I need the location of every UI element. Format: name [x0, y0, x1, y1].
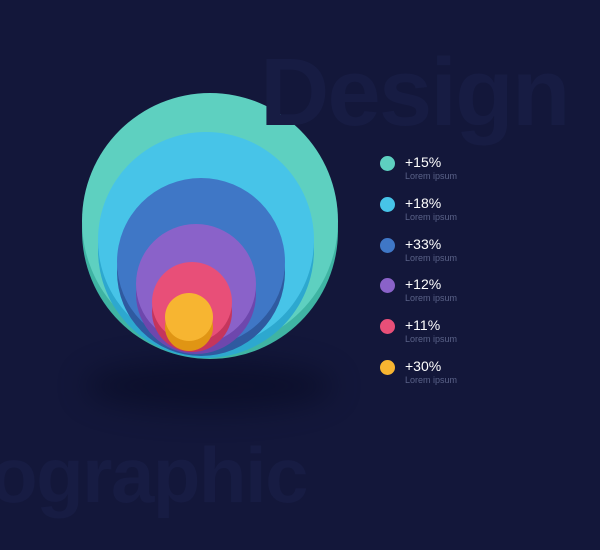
legend-sub-5: Lorem ipsum	[405, 375, 457, 386]
legend-item-5: +30% Lorem ipsum	[380, 359, 457, 386]
legend-value-2: +33%	[405, 237, 457, 251]
legend-swatch-5	[380, 360, 395, 375]
legend-sub-0: Lorem ipsum	[405, 171, 457, 182]
legend-item-1: +18% Lorem ipsum	[380, 196, 457, 223]
legend-text-4: +11% Lorem ipsum	[405, 318, 457, 345]
legend-item-0: +15% Lorem ipsum	[380, 155, 457, 182]
legend-value-4: +11%	[405, 318, 457, 332]
legend-swatch-0	[380, 156, 395, 171]
legend-text-3: +12% Lorem ipsum	[405, 277, 457, 304]
legend-text-1: +18% Lorem ipsum	[405, 196, 457, 223]
legend-text-2: +33% Lorem ipsum	[405, 237, 457, 264]
legend-value-0: +15%	[405, 155, 457, 169]
legend-text-0: +15% Lorem ipsum	[405, 155, 457, 182]
legend-swatch-1	[380, 197, 395, 212]
legend-swatch-4	[380, 319, 395, 334]
disc-shadow	[84, 360, 334, 412]
bg-word-0: Design	[260, 38, 569, 148]
legend-item-2: +33% Lorem ipsum	[380, 237, 457, 264]
nested-disc-chart	[100, 135, 360, 395]
legend-swatch-3	[380, 278, 395, 293]
disc-top-5	[165, 293, 213, 341]
legend-sub-1: Lorem ipsum	[405, 212, 457, 223]
legend-value-3: +12%	[405, 277, 457, 291]
infographic-canvas: +15% Lorem ipsum +18% Lorem ipsum +33% Lorem …	[0, 0, 600, 550]
legend-item-4: +11% Lorem ipsum	[380, 318, 457, 345]
legend-item-3: +12% Lorem ipsum	[380, 277, 457, 304]
legend-sub-2: Lorem ipsum	[405, 253, 457, 264]
legend-swatch-2	[380, 238, 395, 253]
legend: +15% Lorem ipsum +18% Lorem ipsum +33% Lorem …	[380, 155, 457, 386]
legend-value-1: +18%	[405, 196, 457, 210]
bg-word-1: ographic	[0, 430, 307, 521]
legend-sub-3: Lorem ipsum	[405, 293, 457, 304]
legend-sub-4: Lorem ipsum	[405, 334, 457, 345]
legend-text-5: +30% Lorem ipsum	[405, 359, 457, 386]
legend-value-5: +30%	[405, 359, 457, 373]
